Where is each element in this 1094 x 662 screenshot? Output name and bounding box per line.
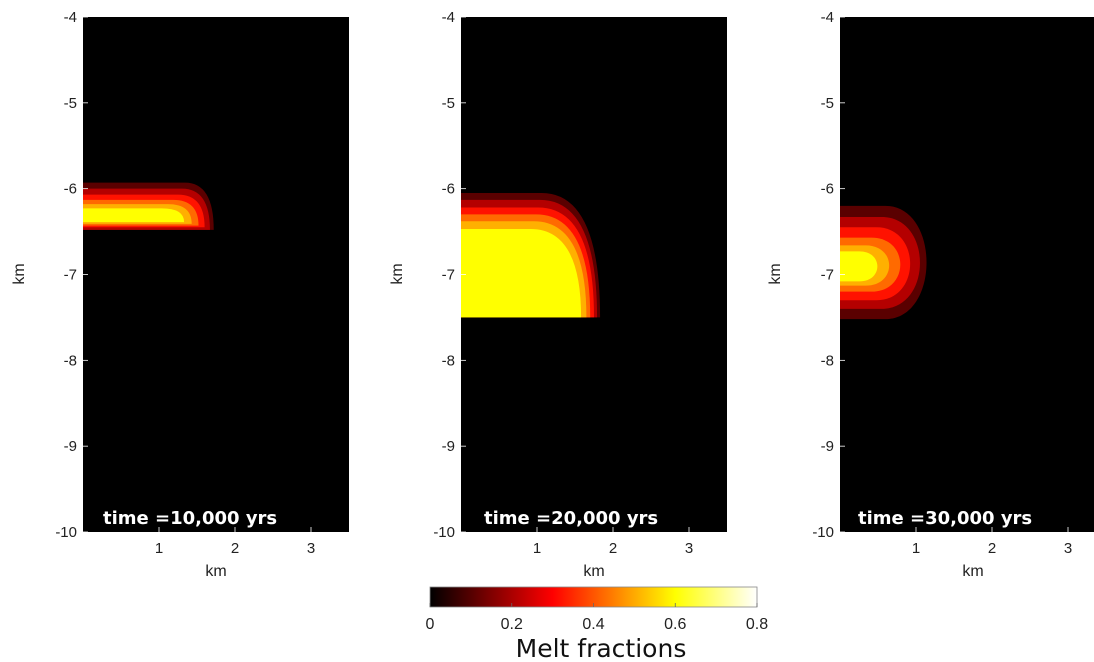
colorbar-tick-label: 0	[426, 616, 435, 633]
y-axis-label: km	[389, 263, 406, 284]
colorbar-ticks: 0 0.2 0.4 0.6 0.8	[426, 603, 768, 633]
x-tick-label: 2	[231, 540, 239, 557]
y-tick-label: -4	[64, 9, 77, 26]
colorbar-title: Melt fractions	[516, 634, 687, 662]
colorbar-tick-label: 0.4	[582, 616, 604, 633]
y-axis-label: km	[11, 263, 28, 284]
y-tick-label: -6	[821, 181, 834, 198]
colorbar-tick-label: 0.2	[501, 616, 523, 633]
y-tick-label: -10	[433, 524, 455, 541]
y-tick-label: -8	[442, 352, 455, 369]
y-tick-label: -10	[55, 524, 77, 541]
melt-contour-0.6	[461, 229, 582, 318]
time-annotation: time =10,000 yrs	[103, 508, 277, 529]
x-tick-label: 3	[1064, 540, 1072, 557]
melt-contour-0.6	[840, 251, 878, 282]
y-tick-label: -8	[821, 352, 834, 369]
x-axis-label: km	[583, 563, 604, 580]
axis-ticks: -10 -9 -8 -7 -6 -5 -4 1 2 3	[812, 9, 1072, 557]
colorbar: 0 0.2 0.4 0.6 0.8 Melt fractions	[426, 586, 768, 662]
colorbar-tick-label: 0.6	[664, 616, 686, 633]
y-tick-label: -4	[821, 9, 834, 26]
time-annotation: time =30,000 yrs	[858, 508, 1032, 529]
x-tick-label: 2	[988, 540, 996, 557]
x-axis-label: km	[205, 563, 226, 580]
plot-area	[83, 17, 349, 532]
subplot-3: -10 -9 -8 -7 -6 -5 -4 1 2 3 time =30,000 yrs km k…	[767, 9, 1094, 580]
melt-contours	[840, 205, 927, 320]
x-tick-label: 3	[307, 540, 315, 557]
time-annotation: time =20,000 yrs	[484, 508, 658, 529]
x-tick-label: 2	[609, 540, 617, 557]
y-tick-label: -7	[64, 267, 77, 284]
y-tick-label: -7	[442, 267, 455, 284]
y-tick-label: -6	[442, 181, 455, 198]
x-tick-label: 1	[155, 540, 163, 557]
melt-contours	[83, 182, 214, 230]
y-axis-label: km	[767, 263, 784, 284]
melt-contour-0.6	[83, 208, 185, 223]
y-tick-label: -9	[442, 438, 455, 455]
y-tick-label: -9	[821, 438, 834, 455]
x-tick-label: 1	[912, 540, 920, 557]
axis-ticks: -10 -9 -8 -7 -6 -5 -4 1 2 3	[433, 9, 693, 557]
x-tick-label: 1	[533, 540, 541, 557]
y-tick-label: -7	[821, 267, 834, 284]
axis-ticks: -10 -9 -8 -7 -6 -5 -4 1 2 3	[55, 9, 315, 557]
x-tick-label: 3	[685, 540, 693, 557]
melt-contours	[461, 192, 601, 318]
subplot-1: -10 -9 -8 -7 -6 -5 -4 1 2 3 time =10,000 yrs km k…	[11, 9, 349, 580]
y-tick-label: -5	[64, 95, 77, 112]
y-tick-label: -9	[64, 438, 77, 455]
y-tick-label: -6	[64, 181, 77, 198]
colorbar-tick-label: 0.8	[746, 616, 768, 633]
x-axis-label: km	[962, 563, 983, 580]
y-tick-label: -5	[821, 95, 834, 112]
y-tick-label: -5	[442, 95, 455, 112]
y-tick-label: -8	[64, 352, 77, 369]
y-tick-label: -4	[442, 9, 455, 26]
subplot-2: -10 -9 -8 -7 -6 -5 -4 1 2 3 time =20,000 yrs km k…	[389, 9, 727, 580]
y-tick-label: -10	[812, 524, 834, 541]
